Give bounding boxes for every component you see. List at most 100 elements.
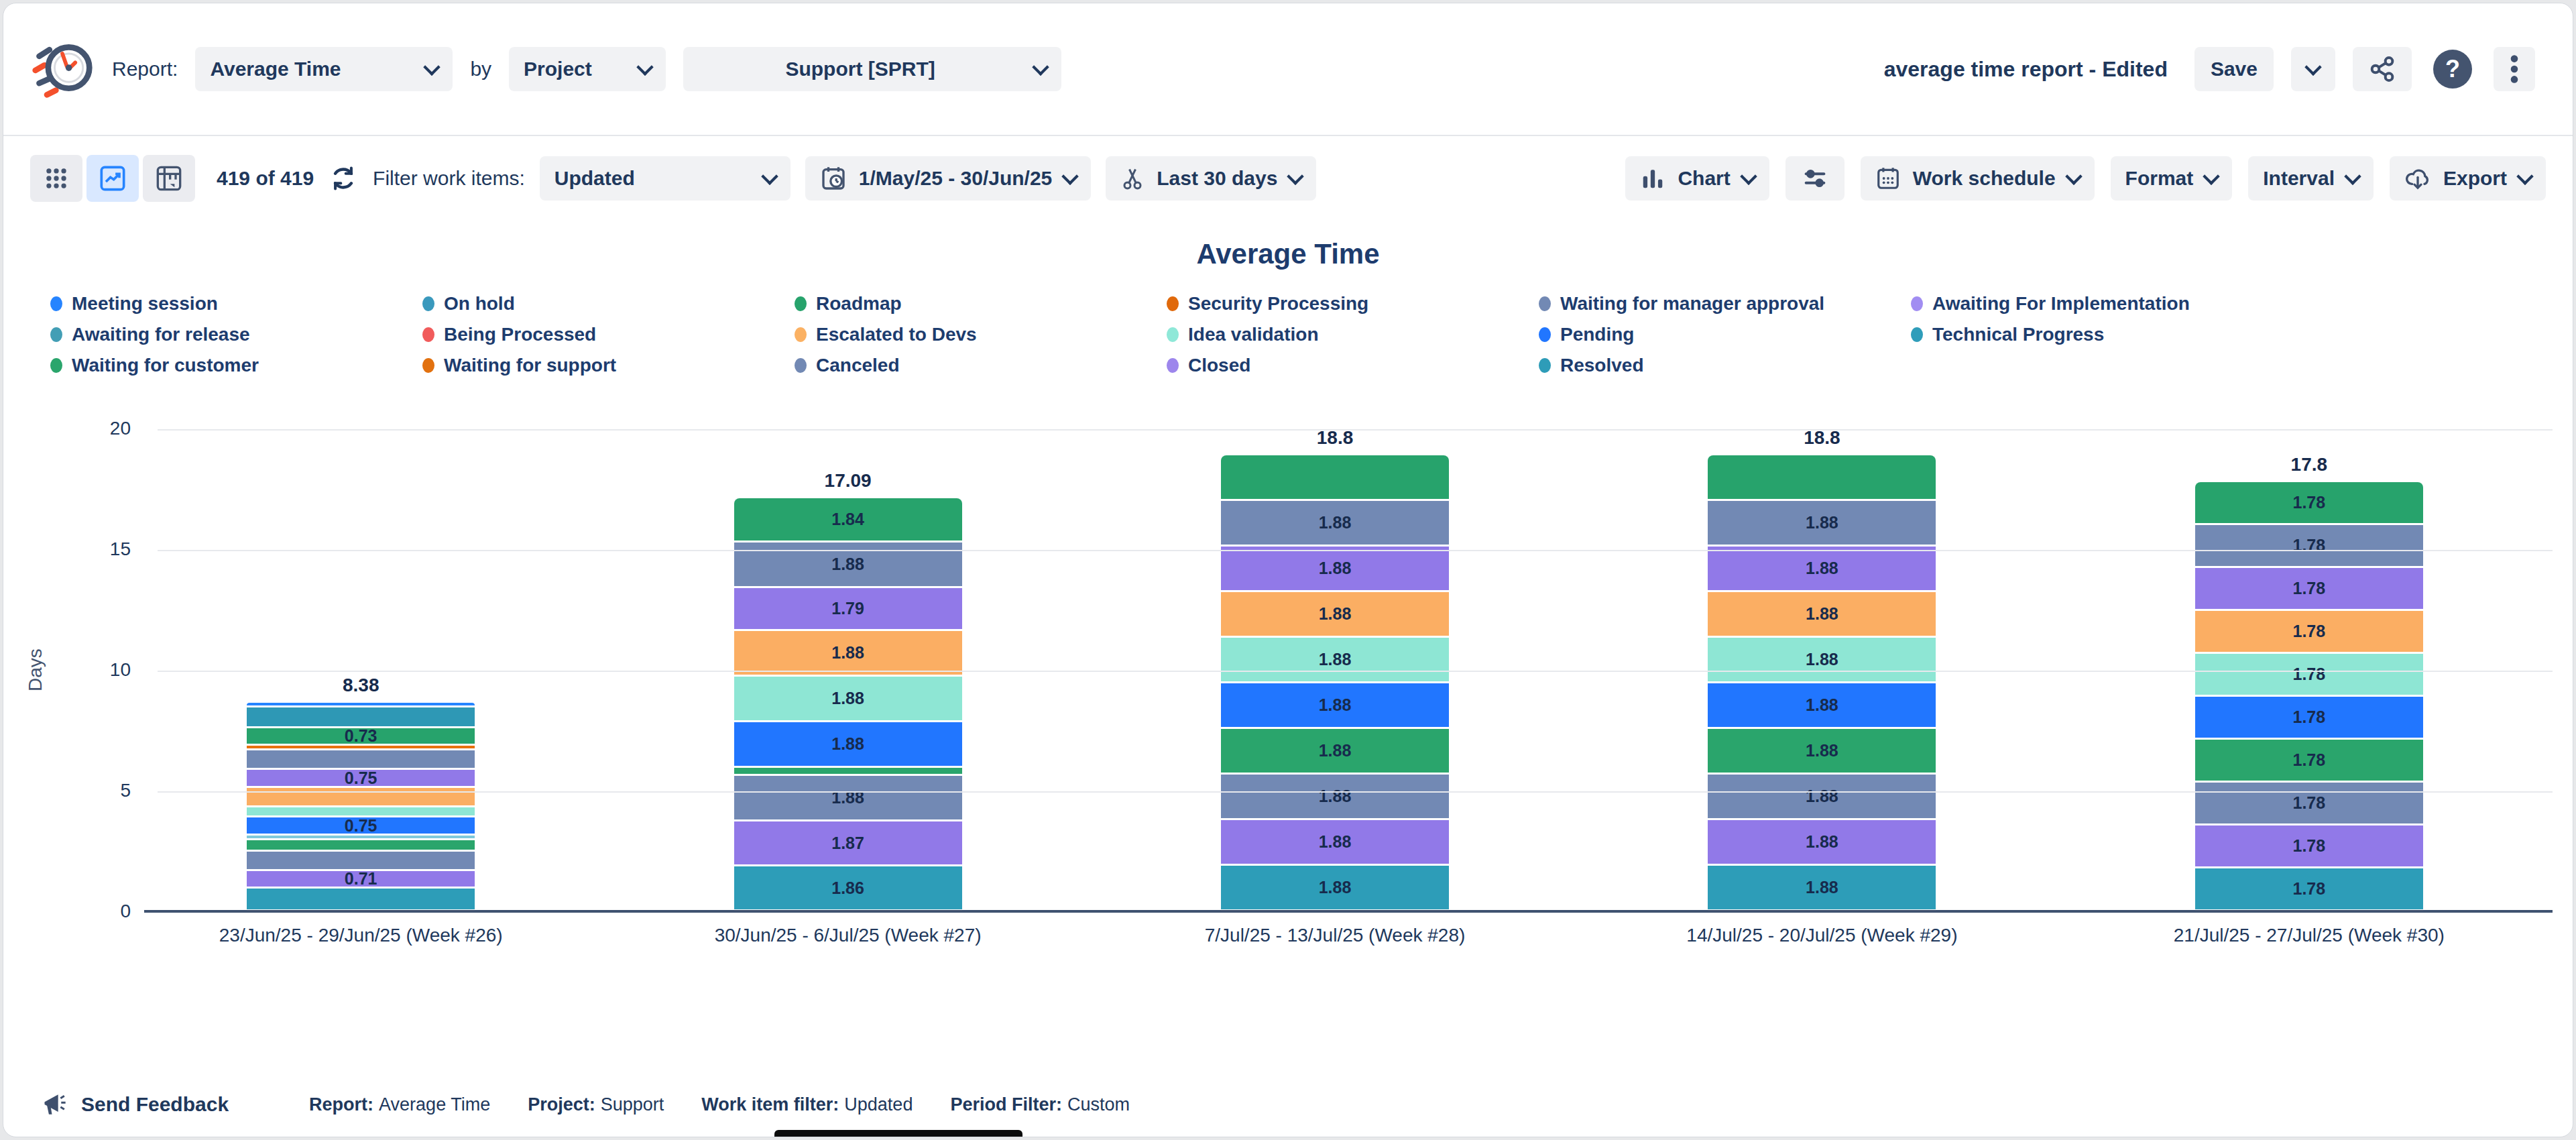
bar-segment: 1.88 xyxy=(1708,638,1936,681)
chart-type-select[interactable]: Chart xyxy=(1625,156,1769,201)
legend-item[interactable]: Pending xyxy=(1539,324,1911,345)
trim-period-select[interactable]: Last 30 days xyxy=(1106,156,1316,201)
legend-item[interactable]: Meeting session xyxy=(50,293,422,315)
chevron-down-icon xyxy=(761,168,778,184)
legend-item[interactable]: On hold xyxy=(422,293,795,315)
legend-item[interactable]: Roadmap xyxy=(795,293,1167,315)
legend-item[interactable]: Resolved xyxy=(1539,355,1911,376)
filter-field-select[interactable]: Updated xyxy=(540,156,791,201)
toolbar: 419 of 419 Filter work items: Updated 1/… xyxy=(3,136,2573,202)
bar-segment: 0.75 xyxy=(247,770,475,786)
chevron-down-icon xyxy=(2203,168,2220,184)
group-by-select[interactable]: Project xyxy=(509,47,666,91)
pivot-view-button[interactable] xyxy=(143,155,195,202)
legend-item-label: Awaiting for release xyxy=(72,324,250,345)
more-options-button[interactable] xyxy=(2494,47,2535,91)
chevron-down-icon xyxy=(2516,168,2533,184)
bar-segment: 1.88 xyxy=(1708,592,1936,636)
legend-item[interactable]: Waiting for manager approval xyxy=(1539,293,1911,315)
bar-segment: 1.78 xyxy=(2195,825,2423,866)
legend-item[interactable]: Awaiting for release xyxy=(50,324,422,345)
date-range-select[interactable]: 1/May/25 - 30/Jun/25 xyxy=(805,156,1092,201)
legend-swatch-icon xyxy=(50,358,62,373)
bar-segment: 1.88 xyxy=(1708,501,1936,545)
save-label: Save xyxy=(2211,58,2258,80)
legend-swatch-icon xyxy=(795,296,807,311)
bar-total-label: 8.38 xyxy=(343,675,379,696)
legend-item-label: Canceled xyxy=(816,355,900,376)
chart-settings-button[interactable] xyxy=(1785,156,1845,201)
help-button[interactable]: ? xyxy=(2429,47,2476,91)
legend-item[interactable]: Closed xyxy=(1167,355,1539,376)
y-tick-label: 0 xyxy=(30,901,131,922)
trim-period-value: Last 30 days xyxy=(1157,167,1277,190)
interval-select[interactable]: Interval xyxy=(2248,156,2374,201)
x-labels: 23/Jun/25 - 29/Jun/25 (Week #26)30/Jun/2… xyxy=(117,925,2553,946)
bar-segment: 1.78 xyxy=(2195,654,2423,695)
chart-type-label: Chart xyxy=(1678,167,1730,190)
work-schedule-select[interactable]: Work schedule xyxy=(1861,156,2095,201)
legend-item[interactable]: Waiting for customer xyxy=(50,355,422,376)
legend-swatch-icon xyxy=(1911,327,1923,342)
y-tick-label: 10 xyxy=(30,659,131,681)
bar-segment xyxy=(247,889,475,909)
legend-item-label: Escalated to Devs xyxy=(816,324,977,345)
bar-segment: 1.88 xyxy=(1708,820,1936,864)
bar-segment: 1.88 xyxy=(1708,775,1936,818)
bar-segment xyxy=(247,746,475,748)
chevron-down-icon xyxy=(2065,168,2082,184)
bar-segment: 1.88 xyxy=(734,677,962,720)
legend-item[interactable]: Idea validation xyxy=(1167,324,1539,345)
legend-item-label: On hold xyxy=(444,293,515,315)
format-label: Format xyxy=(2125,167,2194,190)
project-value: Support [SPRT] xyxy=(698,58,1022,80)
bar-segment xyxy=(1221,455,1449,499)
format-select[interactable]: Format xyxy=(2111,156,2233,201)
bar-segment: 1.78 xyxy=(2195,783,2423,823)
save-options-button[interactable] xyxy=(2291,47,2335,91)
legend-item[interactable]: Canceled xyxy=(795,355,1167,376)
megaphone-icon xyxy=(41,1090,70,1119)
share-button[interactable] xyxy=(2353,47,2412,91)
legend-item[interactable]: Security Processing xyxy=(1167,293,1539,315)
refresh-icon[interactable] xyxy=(329,164,358,193)
save-button[interactable]: Save xyxy=(2194,47,2274,91)
pivot-table-icon xyxy=(156,165,182,192)
x-axis-category-label: 23/Jun/25 - 29/Jun/25 (Week #26) xyxy=(117,925,604,946)
grid-view-button[interactable] xyxy=(30,155,82,202)
bar-segment: 1.78 xyxy=(2195,482,2423,523)
gridline xyxy=(158,791,2553,793)
export-label: Export xyxy=(2443,167,2507,190)
legend-item-label: Waiting for manager approval xyxy=(1560,293,1824,315)
bar-segment: 1.79 xyxy=(734,588,962,629)
legend-swatch-icon xyxy=(1539,296,1551,311)
legend-item[interactable]: Escalated to Devs xyxy=(795,324,1167,345)
calendar-clock-icon xyxy=(820,165,847,192)
legend-item[interactable]: Awaiting For Implementation xyxy=(1911,293,2283,315)
chart-view-button[interactable] xyxy=(86,155,139,202)
bar-segment: 1.78 xyxy=(2195,697,2423,738)
legend-item[interactable]: Being Processed xyxy=(422,324,795,345)
y-tick-label: 20 xyxy=(30,418,131,439)
bar-segment: 1.88 xyxy=(734,722,962,766)
project-select[interactable]: Support [SPRT] xyxy=(683,47,1061,91)
bars: 8.380.730.750.750.7117.091.841.881.791.8… xyxy=(117,394,2553,911)
chevron-down-icon xyxy=(1062,168,1079,184)
legend-swatch-icon xyxy=(795,358,807,373)
bar-segment xyxy=(734,768,962,774)
bar-segment: 1.78 xyxy=(2195,868,2423,909)
legend-swatch-icon xyxy=(1539,358,1551,373)
bar-group: 18.81.881.881.881.881.881.881.881.881.88 xyxy=(1092,394,1578,911)
x-axis-category-label: 30/Jun/25 - 6/Jul/25 (Week #27) xyxy=(604,925,1091,946)
bar-segment: 1.86 xyxy=(734,866,962,909)
bar-group: 17.091.841.881.791.881.881.881.881.871.8… xyxy=(604,394,1091,911)
bar-group: 17.81.781.781.781.781.781.781.781.781.78… xyxy=(2066,394,2553,911)
legend-item[interactable]: Technical Progress xyxy=(1911,324,2283,345)
summary-item: Project:Support xyxy=(528,1094,664,1115)
report-type-select[interactable]: Average Time xyxy=(195,47,453,91)
report-type-value: Average Time xyxy=(210,58,341,80)
footer: Send Feedback Report:Average TimeProject… xyxy=(3,1090,2573,1119)
send-feedback-button[interactable]: Send Feedback xyxy=(41,1090,229,1119)
legend-item[interactable]: Waiting for support xyxy=(422,355,795,376)
export-select[interactable]: Export xyxy=(2390,156,2546,201)
